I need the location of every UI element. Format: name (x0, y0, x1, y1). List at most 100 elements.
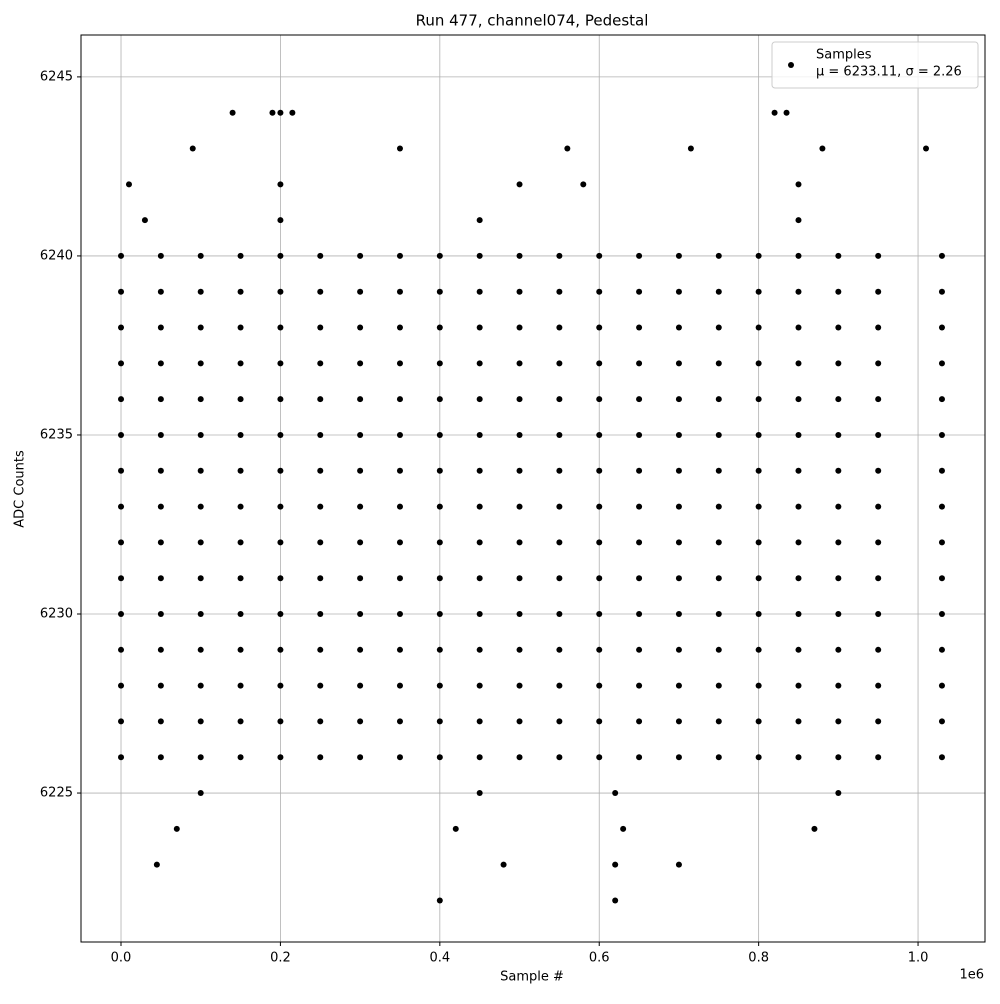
y-axis-label: ADC Counts (13, 450, 28, 528)
data-point (596, 503, 603, 510)
data-point (795, 646, 802, 653)
data-point (675, 718, 682, 725)
data-point (357, 754, 364, 761)
data-point (396, 145, 403, 152)
data-point (596, 467, 603, 474)
data-point (556, 252, 563, 259)
data-point (875, 646, 882, 653)
data-point (277, 503, 284, 510)
data-point (357, 396, 364, 403)
data-point (118, 396, 125, 403)
data-point (476, 718, 483, 725)
data-point (357, 646, 364, 653)
data-point (197, 503, 204, 510)
data-point (277, 181, 284, 188)
data-point (516, 324, 523, 331)
data-point (596, 324, 603, 331)
x-tick-label: 0.6 (589, 951, 610, 966)
data-point (357, 431, 364, 438)
data-point (277, 217, 284, 224)
data-point (396, 682, 403, 689)
data-point (157, 431, 164, 438)
data-point (938, 539, 945, 546)
data-point (636, 539, 643, 546)
data-point (436, 754, 443, 761)
data-point (715, 611, 722, 618)
data-point (197, 467, 204, 474)
data-point (795, 217, 802, 224)
data-point (277, 396, 284, 403)
data-point (476, 360, 483, 367)
data-point (556, 288, 563, 295)
data-point (237, 575, 244, 582)
data-point (197, 754, 204, 761)
data-point (237, 503, 244, 510)
data-point (687, 145, 694, 152)
data-point (795, 682, 802, 689)
data-point (436, 575, 443, 582)
data-point (755, 431, 762, 438)
data-point (556, 575, 563, 582)
data-point (596, 360, 603, 367)
data-point (277, 682, 284, 689)
data-point (675, 324, 682, 331)
data-point (795, 431, 802, 438)
data-point (875, 611, 882, 618)
data-point (675, 503, 682, 510)
data-point (596, 646, 603, 653)
data-point (357, 718, 364, 725)
data-point (396, 431, 403, 438)
data-point (452, 825, 459, 832)
data-point (237, 431, 244, 438)
data-point (580, 181, 587, 188)
data-point (317, 575, 324, 582)
data-point (596, 431, 603, 438)
data-point (237, 324, 244, 331)
data-point (835, 790, 842, 797)
data-point (675, 396, 682, 403)
data-point (564, 145, 571, 152)
data-point (835, 539, 842, 546)
data-point (636, 754, 643, 761)
data-point (476, 467, 483, 474)
data-point (516, 181, 523, 188)
data-point (396, 467, 403, 474)
data-point (476, 252, 483, 259)
data-point (317, 360, 324, 367)
data-point (875, 575, 882, 582)
data-point (197, 611, 204, 618)
data-point (636, 360, 643, 367)
data-point (715, 646, 722, 653)
data-point (436, 646, 443, 653)
points-layer (118, 109, 945, 904)
data-point (516, 252, 523, 259)
data-point (556, 431, 563, 438)
data-point (277, 539, 284, 546)
data-point (636, 646, 643, 653)
data-point (596, 611, 603, 618)
data-point (795, 360, 802, 367)
data-point (277, 431, 284, 438)
y-tick-label: 6235 (40, 427, 73, 442)
data-point (277, 109, 284, 116)
data-point (237, 252, 244, 259)
data-point (436, 503, 443, 510)
data-point (237, 682, 244, 689)
data-point (835, 682, 842, 689)
data-point (835, 575, 842, 582)
data-point (620, 825, 627, 832)
data-point (516, 288, 523, 295)
data-point (396, 324, 403, 331)
data-point (476, 396, 483, 403)
data-point (317, 252, 324, 259)
data-point (612, 897, 619, 904)
data-point (675, 861, 682, 868)
data-point (819, 145, 826, 152)
data-point (755, 575, 762, 582)
data-point (317, 467, 324, 474)
data-point (157, 611, 164, 618)
data-point (118, 646, 125, 653)
data-point (516, 718, 523, 725)
data-point (596, 575, 603, 582)
y-tick-label: 6240 (40, 248, 73, 263)
